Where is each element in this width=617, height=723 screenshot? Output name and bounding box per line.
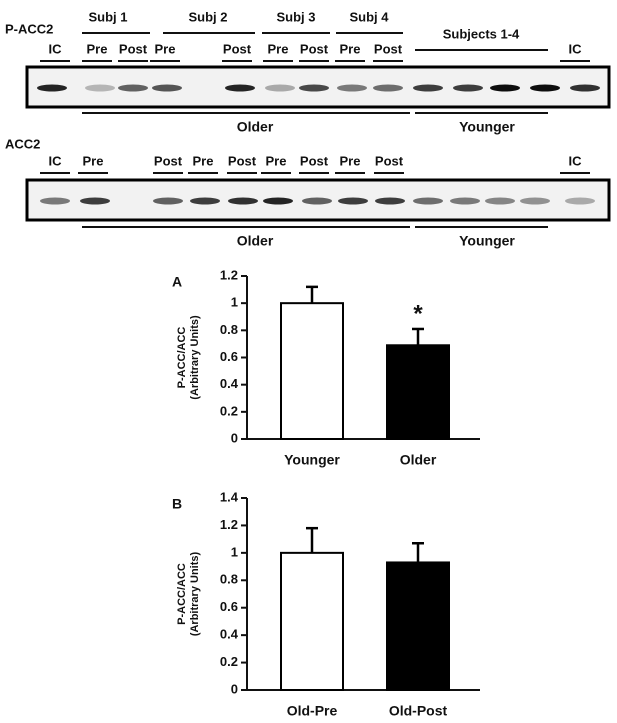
lane-label: Pre	[155, 41, 176, 56]
band	[375, 197, 405, 205]
y-tick-label: 1.2	[220, 517, 238, 532]
cohort-label: Older	[237, 119, 274, 135]
lane-label: Pre	[266, 153, 287, 168]
y-tick-label: 0	[231, 430, 238, 445]
group-label: Subj 3	[276, 9, 315, 24]
bar	[280, 302, 344, 440]
lane-label: Post	[228, 153, 257, 168]
significance-marker: *	[413, 300, 423, 327]
lane-label: Pre	[87, 41, 108, 56]
band	[570, 84, 600, 92]
lane-label: IC	[49, 41, 63, 56]
band	[302, 197, 332, 205]
y-tick-label: 1.2	[220, 267, 238, 282]
y-axis-label: P-ACC/ACC	[176, 563, 188, 625]
band	[190, 197, 220, 205]
y-tick-label: 0.2	[220, 654, 238, 669]
cohort-label: Younger	[459, 119, 515, 135]
lane-label: Post	[223, 41, 252, 56]
band	[565, 197, 595, 205]
lane-label: IC	[569, 153, 583, 168]
y-axis-label: (Arbitrary Units)	[189, 551, 201, 636]
y-tick-label: 0.4	[220, 376, 239, 391]
panel-label: B	[172, 496, 182, 512]
y-tick-label: 0.2	[220, 403, 238, 418]
y-tick-label: 0.8	[220, 322, 238, 337]
blot-label: ACC2	[5, 136, 40, 151]
y-tick-label: 0.6	[220, 349, 238, 364]
band	[152, 84, 182, 92]
band	[37, 84, 67, 92]
lane-label: Pre	[83, 153, 104, 168]
y-tick-label: 1.4	[220, 489, 239, 504]
lane-label: Post	[300, 153, 329, 168]
band	[520, 197, 550, 205]
x-tick-label: Old-Pre	[287, 703, 338, 719]
group-label: Subjects 1-4	[443, 26, 520, 41]
band	[373, 84, 403, 92]
lane-label: Pre	[193, 153, 214, 168]
band	[265, 84, 295, 92]
band	[118, 84, 148, 92]
band	[453, 84, 483, 92]
lane-label: IC	[569, 41, 583, 56]
x-tick-label: Older	[400, 452, 437, 468]
lane-label: Post	[119, 41, 148, 56]
band	[485, 197, 515, 205]
lane-label: Post	[375, 153, 404, 168]
lane-label: Post	[374, 41, 403, 56]
band	[80, 197, 110, 205]
y-tick-label: 0.6	[220, 599, 238, 614]
y-axis-label: (Arbitrary Units)	[189, 315, 201, 400]
band	[413, 84, 443, 92]
x-tick-label: Old-Post	[389, 703, 448, 719]
cohort-label: Older	[237, 233, 274, 249]
bar	[386, 344, 450, 440]
lane-label: IC	[49, 153, 63, 168]
group-label: Subj 1	[88, 9, 127, 24]
group-label: Subj 4	[349, 9, 389, 24]
band	[530, 84, 560, 92]
band	[490, 84, 520, 92]
band	[40, 197, 70, 205]
bar	[280, 551, 344, 691]
band	[153, 197, 183, 205]
y-tick-label: 0.4	[220, 627, 239, 642]
lane-label: Post	[300, 41, 329, 56]
band	[85, 84, 115, 92]
blot-label: P-ACC2	[5, 21, 53, 36]
lane-label: Post	[154, 153, 183, 168]
band	[450, 197, 480, 205]
bar	[386, 561, 450, 692]
band	[299, 84, 329, 92]
y-axis-label: P-ACC/ACC	[176, 327, 188, 389]
band	[413, 197, 443, 205]
cohort-label: Younger	[459, 233, 515, 249]
band	[263, 197, 293, 205]
band	[228, 197, 258, 205]
group-label: Subj 2	[188, 9, 227, 24]
band	[338, 197, 368, 205]
band	[337, 84, 367, 92]
band	[225, 84, 255, 92]
y-tick-label: 0.8	[220, 572, 238, 587]
lane-label: Pre	[340, 153, 361, 168]
y-tick-label: 1	[231, 295, 238, 310]
panel-label: A	[172, 274, 182, 290]
lane-label: Pre	[340, 41, 361, 56]
y-tick-label: 0	[231, 681, 238, 696]
y-tick-label: 1	[231, 544, 238, 559]
x-tick-label: Younger	[284, 452, 340, 468]
lane-label: Pre	[268, 41, 289, 56]
